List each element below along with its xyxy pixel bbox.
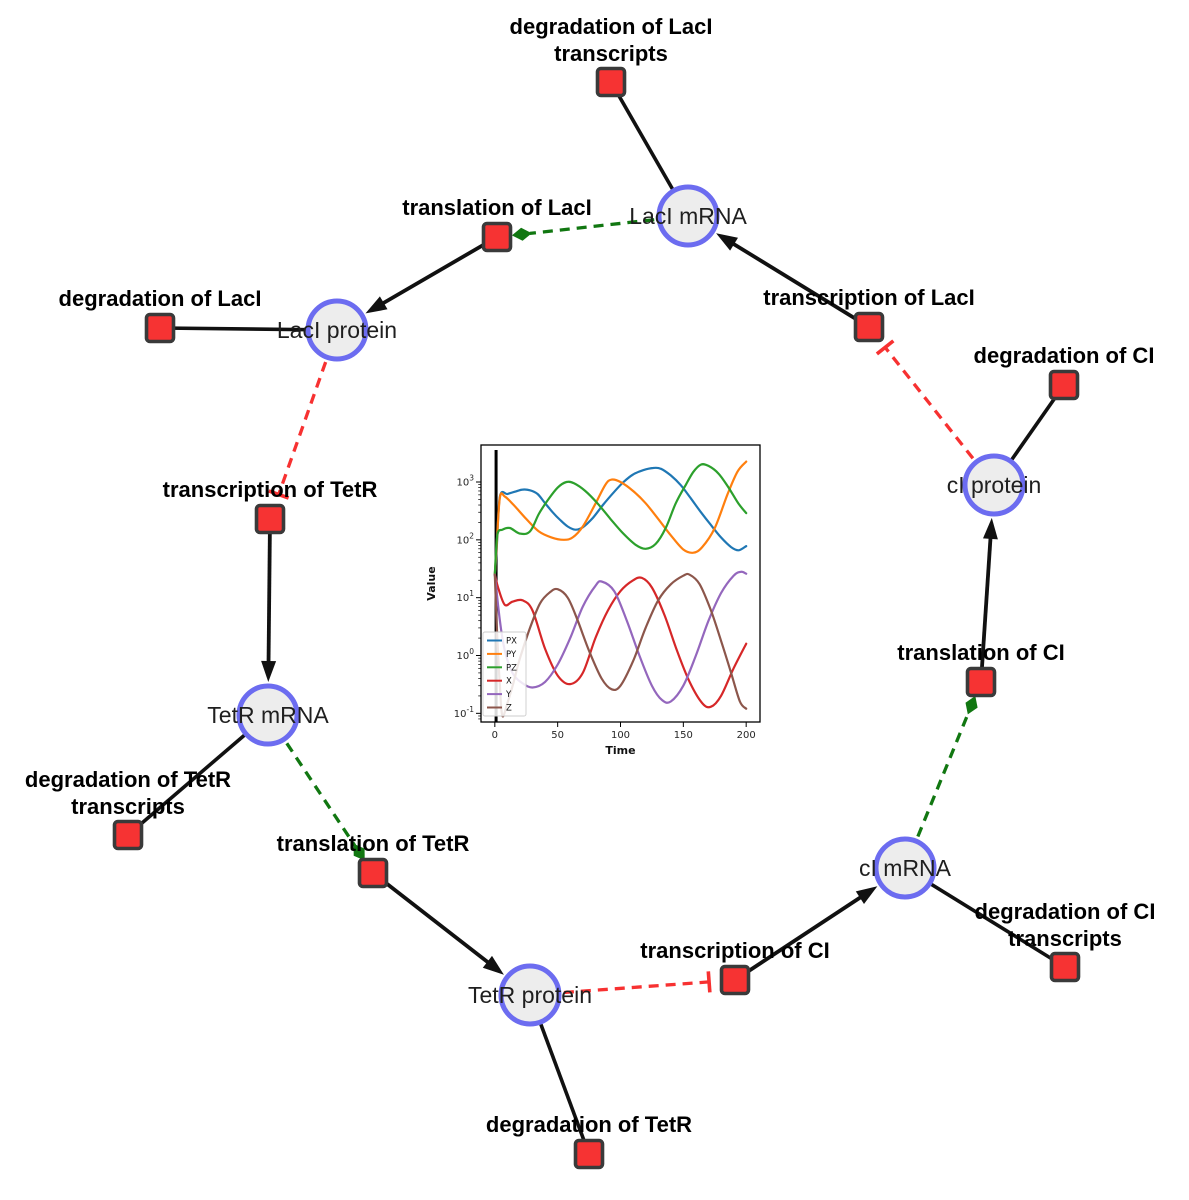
reaction-label-txn-ci: transcription of CI [640,938,829,963]
legend-item-PX: PX [506,637,517,647]
species-node-ci-protein[interactable] [962,453,1026,517]
species-label-laci-mrna: LacI mRNA [629,203,747,229]
reaction-label-transl-laci: translation of LacI [402,195,591,220]
reaction-node-deg-tetr-tx[interactable] [112,819,144,851]
edge-txn-tetr-tetr-mrna-arrowhead [261,660,277,682]
reaction-label-txn-tetr: transcription of TetR [163,477,378,502]
species-label-ci-protein: cI protein [947,472,1042,498]
species-node-ci-mrna[interactable] [873,836,937,900]
reaction-node-deg-laci[interactable] [144,312,176,344]
species-node-tetr-mrna[interactable] [236,683,300,747]
species-node-tetr-protein[interactable] [498,963,562,1027]
reaction-node-transl-ci[interactable] [965,666,997,698]
legend: PX PY PZ XYZ [482,631,527,717]
species-layer: LacI mRNA LacI protein TetR mRNA TetR prote… [207,184,1042,1027]
x-tick-label: 150 [674,730,693,741]
edges-layer [126,81,1066,1155]
y-tick-label: 102 [456,531,474,546]
edge-ci-mrna-transl-ci-diamond [965,695,978,715]
edge-transl-laci-laci-protein [376,235,498,309]
y-tick-label: 100 [456,647,474,662]
edge-laci-protein-txn-tetr [277,329,339,496]
series-PZ-line [493,463,748,576]
legend-box [482,631,527,717]
species-node-laci-protein[interactable] [305,298,369,362]
edge-txn-laci-laci-mrna-arrowhead [716,233,738,251]
species-label-tetr-protein: TetR protein [468,982,592,1008]
reactions-layer: degradation of LacItranscriptstranslatio… [25,14,1156,1170]
reaction-label-deg-tetr-tx: transcripts [71,794,185,819]
reaction-label-deg-ci-tx: transcripts [1008,926,1122,951]
legend-item-X: X [506,677,512,687]
reaction-node-transl-tetr[interactable] [357,857,389,889]
reaction-label-deg-ci: degradation of CI [974,343,1155,368]
edge-tetr-protein-txn-ci-tee [706,971,712,993]
series-PY-line [493,460,748,576]
species-label-tetr-mrna: TetR mRNA [207,702,329,728]
edge-txn-tetr-tetr-mrna [266,518,272,669]
edge-txn-ci-ci-mrna-arrowhead [855,886,878,904]
reaction-label-deg-tetr-tx: degradation of TetR [25,767,231,792]
reaction-label-transl-tetr: translation of TetR [277,831,470,856]
legend-item-Y: Y [505,690,512,700]
edge-txn-ci-ci-mrna [733,892,867,982]
legend-item-PZ: PZ [506,663,517,673]
species-node-laci-mrna[interactable] [656,184,720,248]
reaction-node-deg-tetr[interactable] [573,1138,605,1170]
edge-ci-mrna-transl-ci [903,711,971,869]
reaction-label-deg-ci-tx: degradation of CI [975,899,1156,924]
chart-frame [480,444,761,723]
edge-transl-ci-ci-protein [979,531,993,683]
species-label-laci-protein: LacI protein [277,317,397,343]
chart-x-axis-label: Time [605,744,635,757]
chart-y-axis-label: Value [425,566,438,600]
reaction-label-deg-laci-tx: degradation of LacI [510,14,713,39]
edge-transl-laci-laci-protein-arrowhead [365,296,388,314]
y-tick-label: 101 [456,589,474,604]
y-tick-label: 103 [456,474,474,489]
edge-txn-laci-laci-mrna [727,238,870,329]
reaction-node-deg-ci[interactable] [1048,369,1080,401]
edge-laci-mrna-transl-laci-diamond [511,227,532,241]
edge-ci-protein-txn-laci-tee [875,339,895,356]
series-PX-line [493,466,748,576]
reaction-label-txn-laci: transcription of LacI [763,285,974,310]
x-tick-label: 50 [551,730,564,741]
edge-tetr-protein-txn-ci [529,980,710,997]
reaction-label-deg-laci-tx: transcripts [554,41,668,66]
edge-transl-tetr-tetr-protein [371,871,495,968]
y-tick-label: 10-1 [454,705,474,720]
reaction-label-deg-laci: degradation of LacI [59,286,262,311]
reaction-node-txn-tetr[interactable] [254,503,286,535]
x-tick-label: 0 [492,730,498,741]
legend-item-PY: PY [506,650,517,660]
reaction-label-transl-ci: translation of CI [897,640,1064,665]
reaction-node-deg-ci-tx[interactable] [1049,951,1081,983]
edge-ci-protein-txn-laci [883,346,996,487]
reaction-node-txn-ci[interactable] [719,964,751,996]
edge-transl-tetr-tetr-protein-arrowhead [482,955,504,975]
edge-transl-ci-ci-protein-arrowhead [983,517,998,540]
edge-laci-protein-txn-tetr-tee [268,489,290,500]
reaction-node-transl-laci[interactable] [481,221,513,253]
reaction-label-deg-tetr: degradation of TetR [486,1112,692,1137]
reaction-node-txn-laci[interactable] [853,311,885,343]
edge-tetr-mrna-transl-tetr-diamond [353,843,365,861]
legend-item-Z: Z [506,704,512,714]
species-label-ci-mrna: cI mRNA [859,855,952,881]
x-tick-label: 100 [611,730,630,741]
reaction-node-deg-laci-tx[interactable] [595,66,627,98]
x-tick-label: 200 [737,730,756,741]
series-X-line [493,573,748,709]
